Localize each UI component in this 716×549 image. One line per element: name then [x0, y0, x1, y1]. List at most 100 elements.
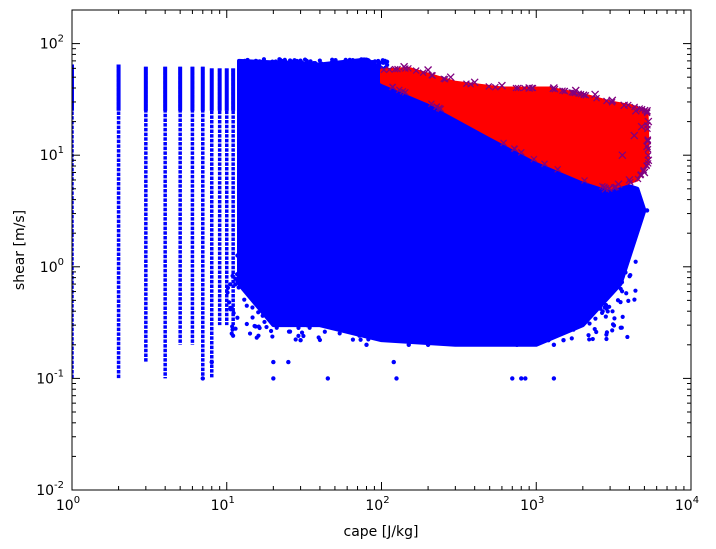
blue-point [618, 286, 623, 291]
blue-point [348, 328, 353, 334]
blue-point [356, 306, 361, 311]
blue-outlier-point [271, 376, 276, 381]
blue-point [264, 310, 270, 315]
blue-point [372, 59, 377, 64]
blue-point [283, 64, 289, 69]
blue-point [595, 285, 600, 290]
red-x-stroke [399, 87, 407, 95]
blue-point [617, 275, 622, 280]
axes: 100 101 102 103 104 10-2 10-1 100 101 102 cape [… [12, 9, 699, 540]
blue-outlier-point [425, 342, 431, 348]
blue-point [237, 70, 242, 75]
blue-point [252, 256, 257, 261]
blue-point [316, 246, 322, 252]
red-x-marker [599, 182, 606, 190]
red-x-marker [510, 145, 518, 153]
blue-point [466, 260, 472, 265]
blue-point [380, 272, 385, 277]
blue-point [396, 250, 401, 255]
blue-point [302, 57, 308, 62]
blue-outlier-point [551, 376, 557, 381]
blue-point [586, 333, 591, 338]
x-tick-label: 100 [56, 495, 80, 514]
red-x-stroke [601, 183, 608, 191]
blue-point [499, 284, 504, 289]
blue-point [359, 285, 364, 291]
blue-point [325, 303, 330, 308]
blue-point [408, 293, 413, 299]
blue-point [406, 334, 411, 340]
blue-point [552, 311, 557, 316]
blue-point [309, 279, 314, 284]
blue-point [633, 288, 638, 293]
plot-area [72, 57, 653, 381]
blue-point [266, 61, 271, 66]
blue-point [535, 250, 540, 255]
blue-point [340, 69, 345, 75]
blue-point [429, 238, 434, 243]
blue-point [256, 62, 262, 67]
blue-point [471, 319, 476, 324]
red-x-marker [643, 109, 651, 117]
red-x-marker [581, 177, 588, 184]
blue-point [280, 270, 285, 275]
blue-point [336, 324, 341, 329]
blue-point [417, 333, 422, 338]
x-tick-label: 101 [211, 495, 235, 514]
blue-point [314, 251, 319, 256]
blue-point [278, 62, 283, 68]
blue-point [498, 313, 503, 318]
blue-point [302, 280, 307, 286]
blue-point [289, 306, 294, 311]
red-x-stroke [401, 88, 409, 96]
red-x-marker [485, 82, 493, 90]
blue-point [475, 329, 480, 335]
blue-point [603, 314, 608, 319]
blue-point [241, 63, 246, 68]
blue-outlier-point [364, 342, 369, 348]
blue-outlier-point [644, 208, 650, 213]
blue-point [347, 321, 353, 326]
blue-point [365, 65, 370, 70]
blue-point [604, 336, 609, 342]
blue-point [315, 70, 320, 75]
red-x-stroke [428, 71, 436, 79]
blue-point [422, 298, 427, 303]
blue-point [346, 248, 351, 253]
blue-point [441, 248, 446, 253]
blue-point [268, 309, 273, 314]
blue-point [356, 252, 361, 257]
blue-point [556, 294, 562, 299]
blue-point [318, 272, 323, 277]
blue-point [354, 310, 359, 315]
blue-point [381, 59, 386, 64]
blue-point [243, 69, 248, 74]
blue-point [345, 278, 351, 283]
blue-point [490, 269, 495, 274]
blue-point [270, 290, 275, 296]
blue-point [592, 326, 597, 332]
red-x-marker [401, 88, 409, 96]
blue-point [285, 256, 290, 261]
blue-point [505, 327, 510, 332]
blue-point [293, 322, 298, 327]
blue-point [247, 66, 252, 71]
blue-point [439, 270, 445, 275]
blue-point [231, 333, 236, 338]
y-tick-label: 10-2 [36, 480, 64, 499]
blue-point [429, 266, 435, 271]
blue-point [244, 321, 249, 327]
red-x-stroke [605, 185, 613, 192]
blue-point [322, 329, 327, 334]
blue-point [551, 296, 556, 301]
red-x-stroke [485, 82, 493, 90]
blue-point [515, 255, 520, 260]
blue-point [390, 255, 395, 260]
blue-point [561, 320, 566, 325]
blue-outlier-point [551, 342, 557, 348]
blue-point [444, 325, 449, 331]
blue-point [622, 266, 627, 271]
red-x-marker [427, 100, 435, 108]
red-x-marker [593, 94, 600, 102]
blue-point [510, 269, 515, 274]
